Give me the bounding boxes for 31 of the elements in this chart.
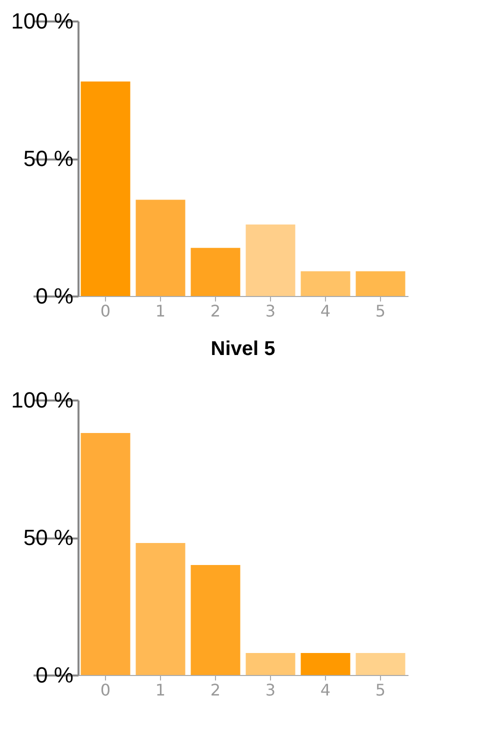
bar — [356, 271, 406, 296]
bar — [190, 248, 240, 296]
bar — [190, 565, 240, 675]
x-tick-label: 2 — [210, 680, 221, 700]
x-tick-label: 4 — [320, 680, 331, 700]
y-tick-label: 100 % — [11, 8, 74, 34]
x-tick-label: 3 — [265, 302, 276, 320]
bar — [246, 224, 296, 296]
x-tick-label: 1 — [155, 680, 166, 700]
bar — [300, 653, 350, 675]
x-tick-label: 3 — [265, 680, 276, 700]
y-tick-label: 0 % — [36, 662, 74, 688]
bar — [80, 433, 130, 675]
x-tick-label: 4 — [320, 302, 331, 320]
chart-title: Nivel 5 — [210, 338, 276, 360]
bar — [356, 653, 406, 675]
y-tick-label: 50 % — [23, 525, 74, 550]
x-tick-label: 0 — [100, 302, 111, 320]
y-tick-label: 100 % — [11, 388, 74, 412]
bar — [136, 543, 186, 675]
bar — [246, 653, 296, 675]
bar — [80, 82, 130, 296]
x-tick-label: 0 — [100, 680, 111, 700]
y-tick-label: 0 % — [36, 284, 74, 308]
y-tick-label: 50 % — [23, 146, 74, 171]
x-tick-label: 1 — [155, 302, 166, 320]
x-tick-label: 2 — [210, 302, 221, 320]
x-tick-label: 5 — [375, 680, 386, 700]
bar — [136, 200, 186, 296]
bar — [300, 271, 350, 296]
x-tick-label: 5 — [375, 302, 386, 320]
